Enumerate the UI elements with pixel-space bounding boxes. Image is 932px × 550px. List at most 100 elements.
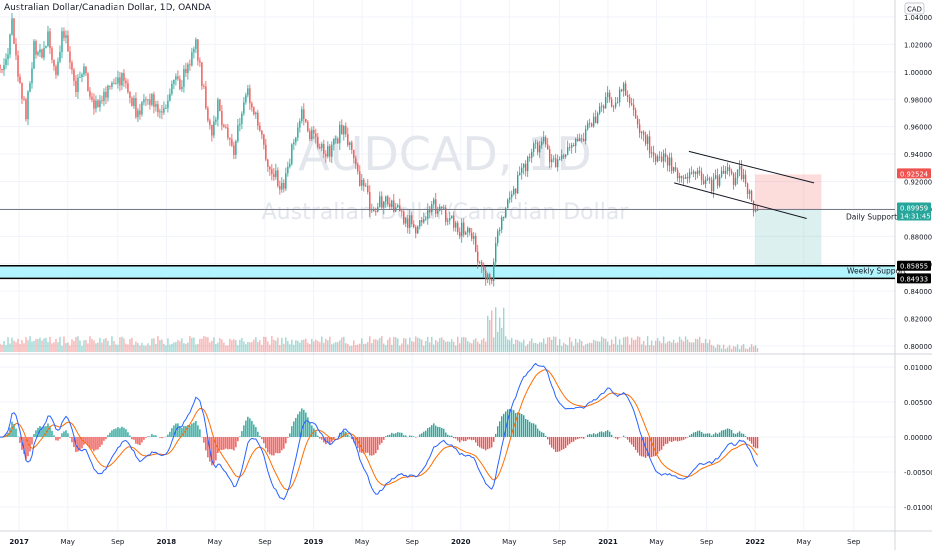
candle-body: [724, 170, 727, 174]
macd-histogram-bar: [664, 437, 667, 444]
volume-bar: [355, 344, 357, 352]
candle-body: [481, 262, 483, 267]
weekly-support-label: Weekly Support: [847, 267, 906, 276]
volume-bar: [726, 347, 729, 352]
candle-body: [373, 209, 375, 212]
macd-histogram-bar: [143, 437, 145, 440]
volume-bar: [259, 340, 261, 352]
candle-body: [558, 158, 561, 160]
volume-bar: [297, 340, 299, 352]
macd-histogram-bar: [698, 430, 701, 437]
macd-histogram-bar: [461, 437, 463, 441]
candle-body: [155, 104, 157, 107]
candle-body: [187, 64, 189, 73]
macd-histogram-bar: [519, 413, 521, 437]
volume-bar: [183, 343, 185, 352]
volume-bar: [698, 336, 701, 352]
candle-body: [103, 91, 105, 101]
candle-body: [1, 69, 3, 71]
macd-histogram-bar: [227, 437, 229, 450]
candle-body: [149, 99, 151, 105]
candle-body: [676, 170, 679, 179]
candle-body: [556, 159, 559, 168]
candle-body: [730, 171, 733, 174]
macd-histogram-bar: [219, 437, 221, 450]
volume-bar: [534, 342, 537, 352]
candle-body: [25, 99, 27, 120]
macd-histogram-bar: [523, 415, 525, 437]
candle-body: [437, 210, 439, 214]
macd-histogram-bar: [624, 437, 627, 438]
macd-histogram-bar: [634, 437, 637, 450]
volume-bar: [139, 345, 141, 352]
volume-bar: [572, 345, 575, 352]
macd-histogram-bar: [752, 437, 755, 448]
macd-histogram-bar: [315, 431, 317, 437]
candle-body: [325, 153, 327, 157]
volume-bar: [57, 342, 59, 352]
macd-histogram-bar: [527, 419, 529, 437]
macd-histogram-bar: [169, 431, 171, 437]
volume-bar: [612, 343, 615, 352]
candle-body: [716, 175, 719, 186]
volume-bar: [223, 342, 225, 352]
macd-histogram-bar: [720, 430, 723, 437]
macd-histogram-bar: [540, 432, 543, 437]
volume-bar: [431, 336, 433, 352]
macd-histogram-bar: [525, 418, 527, 437]
macd-histogram-bar: [61, 433, 63, 437]
weekly-support-band: [0, 265, 895, 279]
volume-bar: [89, 336, 91, 352]
macd-histogram-bar: [25, 437, 27, 460]
macd-histogram-bar: [710, 435, 713, 437]
volume-bar: [19, 344, 21, 352]
time-tick-label: Sep: [700, 538, 714, 546]
candle-body: [387, 196, 389, 205]
volume-bar: [660, 343, 663, 352]
candle-body: [21, 83, 23, 99]
macd-histogram-bar: [53, 435, 55, 437]
time-tick-label: May: [355, 538, 369, 546]
volume-bar: [437, 341, 439, 352]
volume-bar: [682, 341, 685, 352]
candle-body: [203, 86, 205, 87]
macd-histogram-bar: [347, 434, 349, 437]
macd-histogram-bar: [736, 432, 739, 437]
volume-bar: [101, 342, 103, 352]
macd-histogram-bar: [694, 431, 697, 437]
volume-bar: [716, 344, 719, 352]
volume-bar: [650, 340, 653, 352]
macd-histogram-bar: [538, 430, 541, 437]
candle-body: [678, 175, 681, 179]
macd-histogram-bar: [133, 437, 135, 440]
candle-body: [738, 166, 741, 170]
candle-body: [626, 95, 629, 98]
candle-body: [17, 55, 19, 77]
volume-bar: [714, 347, 717, 352]
candle-body: [548, 149, 551, 163]
macd-histogram-bar: [377, 437, 379, 450]
candle-body: [578, 138, 581, 142]
volume-bar: [327, 340, 329, 352]
volume-bar: [67, 342, 69, 352]
macd-histogram-bar: [463, 437, 465, 442]
macd-histogram-bar: [329, 437, 331, 445]
volume-bar: [696, 339, 699, 352]
volume-bar: [185, 343, 187, 352]
volume-bar: [542, 338, 545, 352]
volume-bar: [31, 341, 33, 352]
candle-body: [345, 126, 347, 135]
candle-body: [123, 73, 125, 81]
candle-body: [259, 125, 261, 131]
volume-bar: [668, 340, 671, 352]
candle-body: [263, 134, 265, 145]
volume-bar: [187, 342, 189, 352]
macd-line: [0, 362, 758, 501]
macd-histogram-bar: [668, 437, 671, 442]
candle-body: [457, 222, 459, 233]
macd-histogram-bar: [197, 425, 199, 437]
volume-bar: [746, 348, 749, 352]
candle-body: [53, 59, 55, 67]
volume-bar: [279, 345, 281, 352]
